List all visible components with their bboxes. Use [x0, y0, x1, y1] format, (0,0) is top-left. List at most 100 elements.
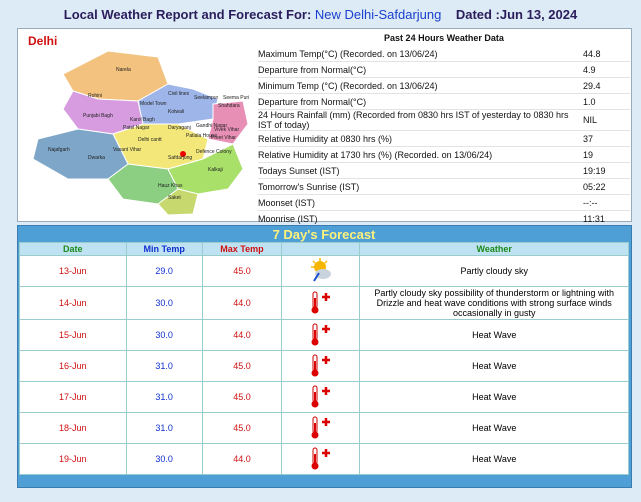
forecast-cell: Heat Wave: [359, 319, 629, 351]
forecast-cell: 44.0: [201, 286, 283, 320]
district-label: Dwarka: [88, 155, 105, 161]
past-row: 24 Hours Rainfall (mm) (Recorded from 08…: [258, 110, 630, 131]
district-label: Defence Colony: [196, 149, 232, 155]
forecast-cell: Partly cloudy sky: [359, 255, 629, 287]
thermometer-icon: [311, 385, 330, 408]
column-header-row: Date Min Temp Max Temp Weather: [19, 242, 629, 256]
past-value: 19: [583, 149, 594, 160]
forecast-cell: 30.0: [125, 319, 203, 351]
forecast-cell: 31.0: [125, 381, 203, 413]
district-label: Najafgarh: [48, 147, 70, 153]
past-value: 11:31: [583, 213, 605, 224]
forecast-cell: Heat Wave: [359, 443, 629, 475]
forecast-cell: 31.0: [125, 350, 203, 382]
weather-icon-cell: [281, 286, 361, 320]
forecast-cell: 14-Jun: [19, 286, 127, 320]
district-label: Model Town: [140, 101, 167, 107]
district-label: Narela: [116, 67, 131, 73]
weather-icon-cell: [281, 350, 361, 382]
column-header: [281, 242, 361, 256]
forecast-cell: 19-Jun: [19, 443, 127, 475]
district-label: Kalkaji: [208, 167, 223, 173]
forecast-table: 7 Day's Forecast Date Min Temp Max Temp Weat…: [19, 227, 629, 475]
district-label: Shahdara: [218, 103, 240, 109]
district-label: Patiala House: [186, 133, 217, 139]
past-value: 4.9: [583, 64, 596, 75]
district-label: Punjabi Bagh: [83, 113, 113, 119]
past-value: 44.8: [583, 48, 601, 59]
past-label: Relative Humidity at 1730 hrs (%) (Recor…: [258, 149, 493, 160]
column-header: Min Temp: [125, 242, 203, 256]
past-label: Moonset (IST): [258, 197, 316, 208]
header: Local Weather Report and Forecast For: N…: [0, 7, 641, 22]
forecast-cell: 45.0: [201, 412, 283, 444]
past-value: 1.0: [583, 96, 596, 107]
forecast-cell: 17-Jun: [19, 381, 127, 413]
past-label: Todays Sunset (IST): [258, 165, 340, 176]
past-label: Moonrise (IST): [258, 213, 318, 224]
district-label: Rohini: [88, 93, 102, 99]
past-title: Past 24 Hours Weather Data: [384, 33, 504, 43]
district-label: Seema Puri: [223, 95, 249, 101]
district-label: Daryaganj: [168, 125, 191, 131]
past-value: 29.4: [583, 80, 601, 91]
district-label: Vivek Vihar: [214, 127, 239, 133]
past-label: Relative Humidity at 0830 hrs (%): [258, 133, 393, 144]
past-row: Todays Sunset (IST) 19:19: [258, 163, 630, 179]
forecast-cell: 29.0: [125, 255, 203, 287]
district-label: Vasant Vihar: [113, 147, 142, 153]
past-row: Departure from Normal(°C) 4.9: [258, 62, 630, 78]
forecast-cell: 44.0: [201, 319, 283, 351]
forecast-row: 18-Jun 31.0 45.0 Heat Wave: [19, 412, 629, 444]
past-row: Departure from Normal(°C) 1.0: [258, 94, 630, 110]
forecast-title: 7 Day's Forecast: [19, 227, 629, 243]
district-label: Hauz Khas: [158, 183, 183, 189]
forecast-cell: 44.0: [201, 443, 283, 475]
thermometer-icon: [311, 416, 330, 439]
forecast-cell: 13-Jun: [19, 255, 127, 287]
past-label: 24 Hours Rainfall (mm) (Recorded from 08…: [258, 110, 569, 130]
forecast-row: 14-Jun 30.0 44.0 Partly cloudy sky possibil…: [19, 286, 629, 320]
past-row: Relative Humidity at 1730 hrs (%) (Recor…: [258, 147, 630, 163]
forecast-cell: 45.0: [201, 350, 283, 382]
weather-icon-cell: [281, 255, 361, 287]
forecast-cell: 30.0: [125, 286, 203, 320]
past-label: Maximum Temp(°C) (Recorded. on 13/06/24): [258, 48, 438, 59]
district-label: Civil lines: [168, 91, 190, 97]
forecast-cell: Heat Wave: [359, 412, 629, 444]
column-header: Max Temp: [201, 242, 283, 256]
past-value: 05:22: [583, 181, 606, 192]
past-row: Tomorrow's Sunrise (IST) 05:22: [258, 179, 630, 195]
forecast-cell: Partly cloudy sky possibility of thunder…: [359, 286, 629, 320]
forecast-cell: 18-Jun: [19, 412, 127, 444]
thermometer-icon: [311, 291, 330, 314]
forecast-cell: 31.0: [125, 412, 203, 444]
thermometer-icon: [311, 323, 330, 346]
forecast-cell: Heat Wave: [359, 350, 629, 382]
forecast-row: 16-Jun 31.0 45.0 Heat Wave: [19, 350, 629, 382]
district-label: Patel Nagar: [123, 125, 150, 131]
partly-cloudy-icon: [310, 258, 331, 282]
past-row: Relative Humidity at 0830 hrs (%) 37: [258, 131, 630, 147]
weather-icon-cell: [281, 412, 361, 444]
forecast-cell: Heat Wave: [359, 381, 629, 413]
map-region: [157, 188, 199, 216]
past-24-hours: Past 24 Hours Weather Data Maximum Temp(°…: [258, 33, 630, 227]
station: New Delhi-Safdarjung: [314, 7, 442, 22]
map-region: [32, 128, 129, 180]
past-label: Minimum Temp (°C) (Recorded. on 13/06/24…: [258, 80, 438, 91]
station-dot: [180, 151, 186, 157]
forecast-cell: 16-Jun: [19, 350, 127, 382]
district-label: Gandhi Nagar: [196, 123, 227, 129]
district-label: Delhi cantt: [138, 137, 162, 143]
district-label: Safdarjung: [168, 155, 192, 161]
weather-icon-cell: [281, 381, 361, 413]
district-label: Saket: [168, 195, 181, 201]
district-label: Preet Vihar: [211, 135, 236, 141]
district-label: Karol Bagh: [130, 117, 155, 123]
forecast-row: 13-Jun 29.0 45.0 Partly cloudy sky: [19, 255, 629, 287]
past-row: Minimum Temp (°C) (Recorded. on 13/06/24…: [258, 78, 630, 94]
thermometer-icon: [311, 354, 330, 377]
